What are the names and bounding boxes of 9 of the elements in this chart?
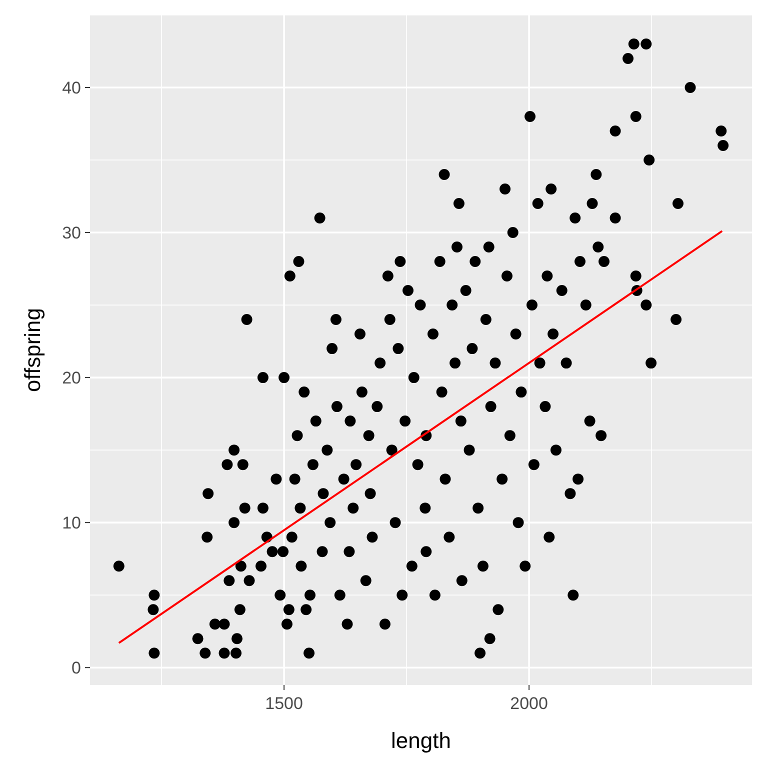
- x-tick-label: 2000: [510, 694, 548, 713]
- y-axis-title: offspring: [20, 308, 45, 392]
- y-tick-label: 30: [62, 224, 81, 243]
- y-tick-label: 40: [62, 78, 81, 98]
- y-tick-label: 0: [72, 658, 81, 678]
- x-axis-title: length: [391, 728, 451, 753]
- y-tick-label: 20: [62, 368, 81, 388]
- x-tick-label: 1500: [265, 694, 303, 713]
- y-tick-label: 10: [62, 514, 81, 533]
